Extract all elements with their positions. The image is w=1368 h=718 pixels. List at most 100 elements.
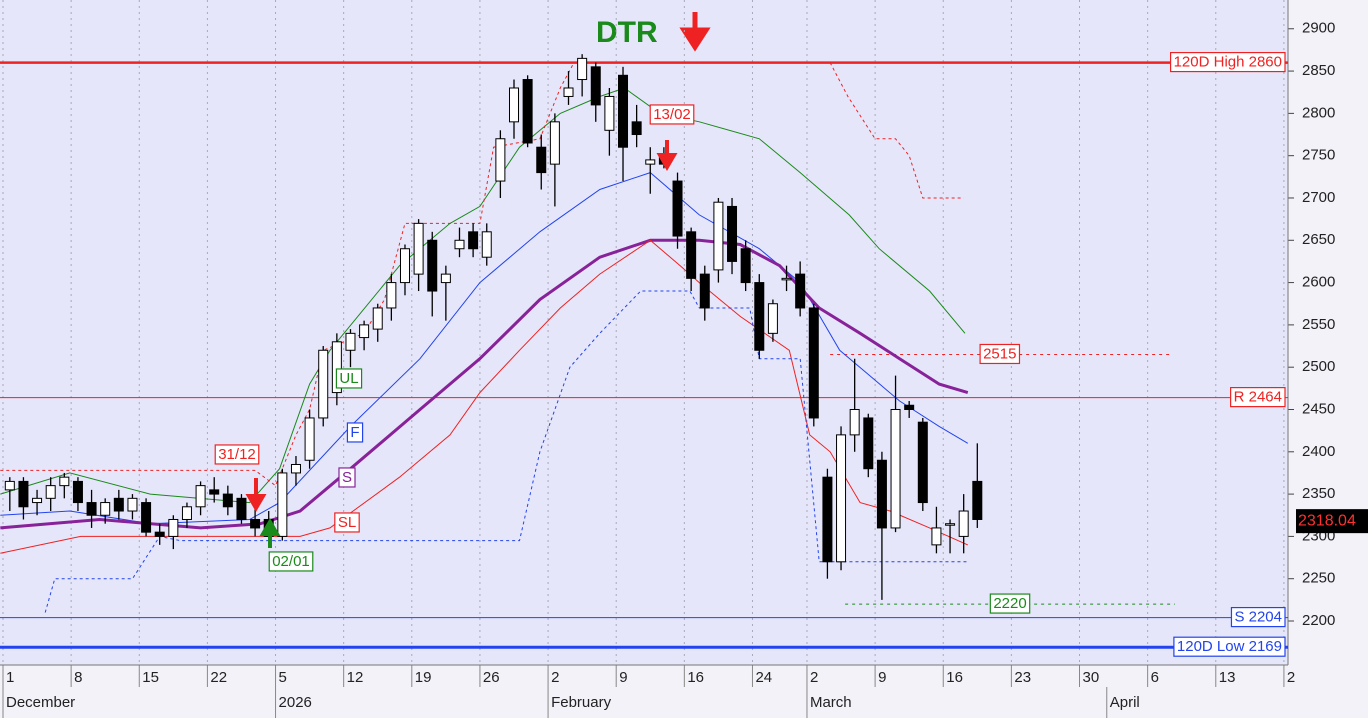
- level-label: 120D Low 2169: [1177, 638, 1282, 655]
- candle-body: [4, 480, 15, 491]
- candle-body: [645, 159, 656, 165]
- series-label: S: [342, 469, 352, 486]
- level-label-box: [1173, 636, 1286, 657]
- signal-arrow: [679, 12, 711, 52]
- candle-body: [168, 518, 179, 537]
- candle-body: [618, 74, 629, 148]
- candle-body: [290, 463, 301, 474]
- x-tick-label: 1: [6, 669, 14, 686]
- annotation-box: [214, 444, 260, 465]
- candle-body: [590, 66, 601, 106]
- level-label: 2515: [983, 345, 1016, 362]
- level-label-box: [1169, 51, 1286, 73]
- y-tick-label: 2250: [1302, 570, 1335, 587]
- candle-body: [195, 485, 206, 508]
- candle-body: [536, 146, 547, 174]
- month-label: February: [551, 694, 612, 711]
- annotation-box: [649, 104, 695, 125]
- candle-body: [904, 404, 915, 410]
- y-tick-label: 2450: [1302, 400, 1335, 417]
- plot-area: [0, 0, 1288, 665]
- level-label: 2220: [993, 595, 1026, 612]
- y-tick-label: 2200: [1302, 612, 1335, 629]
- candle-body: [808, 307, 819, 419]
- candle-body: [440, 273, 451, 284]
- x-tick-label: 22: [210, 669, 227, 686]
- candle-body: [236, 497, 247, 520]
- candle-body: [141, 502, 152, 533]
- candle-body: [181, 506, 192, 520]
- candle-body: [577, 57, 588, 81]
- series-label-box: [335, 368, 363, 389]
- candle-body: [686, 231, 697, 279]
- annotation: 31/12: [218, 446, 256, 463]
- y-tick-label: 2550: [1302, 316, 1335, 333]
- month-label: 2026: [279, 694, 312, 711]
- candle-body: [958, 510, 969, 537]
- annotation: 02/01: [272, 553, 310, 570]
- candle-body: [754, 282, 765, 351]
- last-price-box: [1296, 509, 1368, 534]
- x-tick-label: 16: [687, 669, 704, 686]
- candle-body: [727, 205, 738, 262]
- candle-body: [154, 531, 165, 537]
- candle-body: [972, 480, 983, 520]
- candle-body: [890, 408, 901, 529]
- indicator-line: [0, 238, 969, 530]
- candle-body: [495, 138, 506, 182]
- annotation-box: [268, 551, 314, 572]
- candle-body: [18, 480, 29, 508]
- x-tick-label: 9: [619, 669, 627, 686]
- candle-body: [59, 476, 70, 487]
- month-label: December: [6, 694, 75, 711]
- candle-body: [427, 239, 438, 292]
- annotation-arrow: [656, 140, 678, 171]
- level-label-box: [1230, 387, 1286, 408]
- x-tick-label: 2: [551, 669, 559, 686]
- candle-body: [277, 472, 288, 537]
- candle-body: [672, 180, 683, 237]
- stop-line: [44, 290, 968, 613]
- candle-body: [318, 349, 329, 419]
- annotation-arrow: [259, 518, 281, 548]
- candle-body: [822, 476, 833, 563]
- candle-body: [931, 527, 942, 546]
- y-tick-label: 2350: [1302, 485, 1335, 502]
- x-tick-label: 19: [415, 669, 432, 686]
- candle-body: [713, 201, 724, 271]
- candle-body: [795, 273, 806, 309]
- candle-body: [386, 282, 397, 309]
- x-tick-label: 8: [74, 669, 82, 686]
- level-label-box: [989, 593, 1031, 614]
- y-tick-label: 2500: [1302, 358, 1335, 375]
- x-tick-label: 15: [142, 669, 159, 686]
- level-label: 120D High 2860: [1174, 54, 1282, 71]
- series-label-box: [346, 422, 364, 443]
- candle-body: [563, 87, 574, 97]
- candle-body: [863, 417, 874, 470]
- indicator-line: [0, 87, 966, 504]
- candle-body: [399, 248, 410, 284]
- candle-body: [781, 277, 792, 281]
- y-tick-label: 2600: [1302, 274, 1335, 291]
- candle-body: [222, 493, 233, 508]
- last-price: 2318.04: [1298, 512, 1356, 529]
- candle-body: [917, 421, 928, 504]
- level-label-box: [979, 343, 1021, 365]
- signal: DTR: [596, 16, 658, 49]
- candle-body: [849, 408, 860, 436]
- x-tick-label: 2: [1287, 669, 1295, 686]
- candle-body: [209, 489, 220, 495]
- y-tick-label: 2400: [1302, 443, 1335, 460]
- series-label: UL: [339, 370, 358, 387]
- x-tick-label: 26: [483, 669, 500, 686]
- y-tick-label: 2850: [1302, 62, 1335, 79]
- candle-body: [331, 341, 342, 394]
- candle-body: [304, 417, 315, 461]
- candle-body: [481, 231, 492, 258]
- x-tick-label: 12: [347, 669, 364, 686]
- candle-body: [740, 248, 751, 284]
- candle-body: [836, 434, 847, 563]
- month-label: March: [810, 694, 852, 711]
- candle-body: [72, 480, 83, 504]
